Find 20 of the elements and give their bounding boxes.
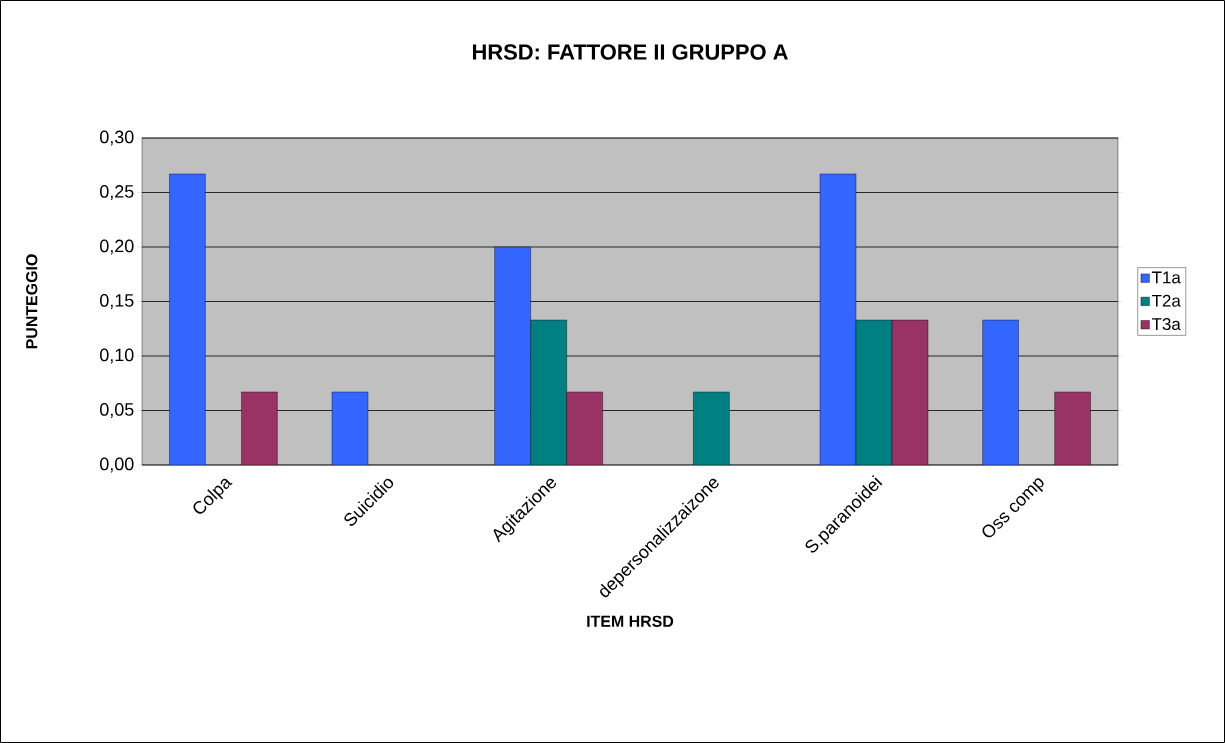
legend-label: T1a bbox=[1152, 271, 1181, 284]
bar bbox=[1054, 391, 1091, 465]
x-axis-title: ITEM HRSD bbox=[587, 615, 674, 627]
y-tick-label: 0,10 bbox=[100, 348, 134, 364]
y-tick-label: 0,30 bbox=[100, 130, 134, 146]
bar bbox=[566, 391, 603, 465]
bar bbox=[891, 319, 929, 465]
legend-label: T3a bbox=[1152, 318, 1181, 331]
bar bbox=[855, 319, 893, 465]
legend-label: T2a bbox=[1152, 294, 1181, 307]
y-tick-label: 0,20 bbox=[100, 239, 134, 255]
y-tick-label: 0,25 bbox=[100, 185, 134, 200]
bar bbox=[530, 319, 567, 465]
chart-title: HRSD: FATTORE II GRUPPO A bbox=[472, 44, 788, 60]
y-axis-title: PUNTEGGIO bbox=[26, 254, 38, 349]
y-tick-label: 0,15 bbox=[100, 294, 134, 309]
y-tick-label: 0,00 bbox=[100, 457, 134, 473]
y-tick-label: 0,05 bbox=[100, 403, 134, 418]
bar bbox=[693, 391, 730, 465]
bar bbox=[241, 391, 278, 465]
